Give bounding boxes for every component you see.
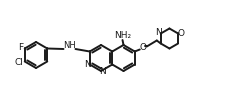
Text: N: N — [155, 28, 162, 37]
Text: NH: NH — [63, 42, 76, 51]
Text: F: F — [18, 43, 23, 52]
Text: O: O — [178, 29, 184, 38]
Text: NH₂: NH₂ — [114, 32, 131, 41]
Text: N: N — [100, 67, 106, 76]
Text: N: N — [84, 60, 91, 69]
Text: O: O — [139, 43, 146, 52]
Text: Cl: Cl — [14, 58, 23, 67]
